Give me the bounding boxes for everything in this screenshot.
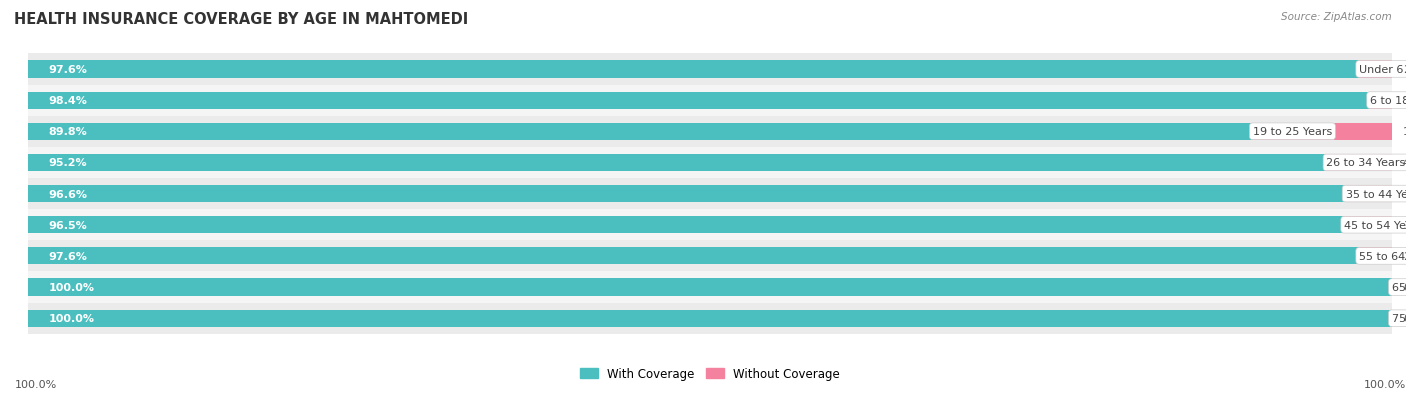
Bar (28, 178, 1392, 210)
Text: 19 to 25 Years: 19 to 25 Years (1253, 127, 1331, 137)
Text: Source: ZipAtlas.com: Source: ZipAtlas.com (1281, 12, 1392, 22)
Text: 95.2%: 95.2% (49, 158, 87, 168)
Bar (28, 85, 1392, 116)
Text: 97.6%: 97.6% (49, 251, 87, 261)
Text: 2.4%: 2.4% (1403, 65, 1406, 75)
Bar (28, 241, 1392, 272)
Text: Under 6 Years: Under 6 Years (1360, 65, 1406, 75)
Bar (28, 185, 1346, 203)
Text: 100.0%: 100.0% (14, 379, 56, 389)
Bar (1326, 154, 1392, 171)
Bar (28, 210, 1392, 241)
Text: 100.0%: 100.0% (1364, 379, 1406, 389)
Bar (28, 272, 1392, 303)
Text: 75 Years and older: 75 Years and older (1392, 313, 1406, 323)
Text: 10.2%: 10.2% (1403, 127, 1406, 137)
Text: 3.5%: 3.5% (1403, 220, 1406, 230)
Bar (28, 279, 1392, 296)
Text: 96.6%: 96.6% (49, 189, 87, 199)
Text: 100.0%: 100.0% (49, 282, 94, 292)
Text: 2.4%: 2.4% (1403, 251, 1406, 261)
Bar (28, 61, 1360, 78)
Bar (28, 154, 1326, 171)
Bar (28, 310, 1392, 327)
Text: 6 to 18 Years: 6 to 18 Years (1369, 96, 1406, 106)
Legend: With Coverage, Without Coverage: With Coverage, Without Coverage (575, 363, 845, 385)
Bar (28, 54, 1392, 85)
Bar (28, 92, 1369, 109)
Text: 3.4%: 3.4% (1403, 189, 1406, 199)
Text: HEALTH INSURANCE COVERAGE BY AGE IN MAHTOMEDI: HEALTH INSURANCE COVERAGE BY AGE IN MAHT… (14, 12, 468, 27)
Text: 97.6%: 97.6% (49, 65, 87, 75)
Text: 4.8%: 4.8% (1403, 158, 1406, 168)
Text: 1.6%: 1.6% (1403, 96, 1406, 106)
Bar (28, 147, 1392, 178)
Text: 0.0%: 0.0% (1403, 313, 1406, 323)
Text: 55 to 64 Years: 55 to 64 Years (1360, 251, 1406, 261)
Text: 96.5%: 96.5% (49, 220, 87, 230)
Text: 45 to 54 Years: 45 to 54 Years (1344, 220, 1406, 230)
Bar (1344, 217, 1392, 234)
Text: 89.8%: 89.8% (49, 127, 87, 137)
Bar (1360, 248, 1392, 265)
Bar (28, 123, 1253, 140)
Text: 35 to 44 Years: 35 to 44 Years (1346, 189, 1406, 199)
Text: 26 to 34 Years: 26 to 34 Years (1326, 158, 1406, 168)
Bar (28, 217, 1344, 234)
Text: 98.4%: 98.4% (49, 96, 87, 106)
Bar (1253, 123, 1392, 140)
Text: 65 to 74 Years: 65 to 74 Years (1392, 282, 1406, 292)
Bar (28, 303, 1392, 334)
Text: 100.0%: 100.0% (49, 313, 94, 323)
Bar (1360, 61, 1392, 78)
Text: 0.0%: 0.0% (1403, 282, 1406, 292)
Bar (28, 116, 1392, 147)
Bar (1346, 185, 1392, 203)
Bar (1369, 92, 1392, 109)
Bar (28, 248, 1360, 265)
